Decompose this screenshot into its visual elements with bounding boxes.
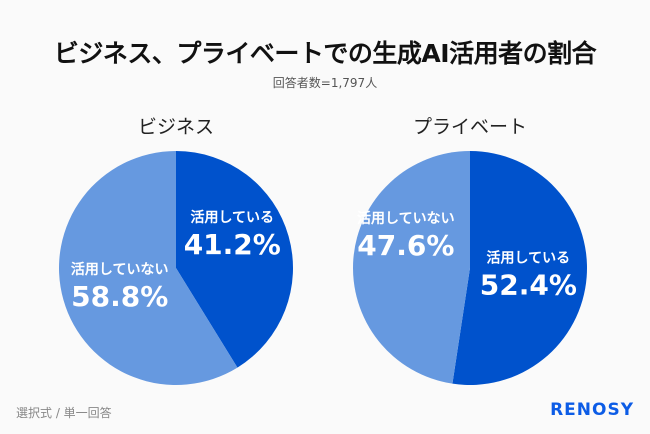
pie-slice-private-used: [452, 151, 588, 385]
pie-title-business: ビジネス: [137, 116, 214, 138]
pie-title-private: プライベート: [412, 116, 527, 138]
slice-value-label: 58.8%: [71, 280, 168, 313]
pie-slice-business-not-used: [58, 151, 238, 386]
slice-category-label: 活用していない: [71, 261, 169, 278]
respondent-count: 回答者数=1,797人: [272, 76, 378, 90]
slice-value-label: 41.2%: [184, 228, 281, 261]
chart-title: ビジネス、プライベートでの生成AI活用者の割合: [53, 39, 597, 68]
slice-value-label: 52.4%: [480, 268, 577, 301]
pie-slice-business-used: [176, 151, 293, 368]
renosy-logo: RENOSY: [550, 400, 634, 420]
footer-note: 選択式 / 単一回答: [16, 406, 112, 420]
slice-category-label: 活用していない: [357, 210, 455, 227]
slice-value-label: 47.6%: [357, 229, 454, 262]
pie-slice-private-not-used: [353, 151, 470, 384]
slice-category-label: 活用している: [190, 209, 274, 226]
slice-category-label: 活用している: [487, 249, 571, 266]
